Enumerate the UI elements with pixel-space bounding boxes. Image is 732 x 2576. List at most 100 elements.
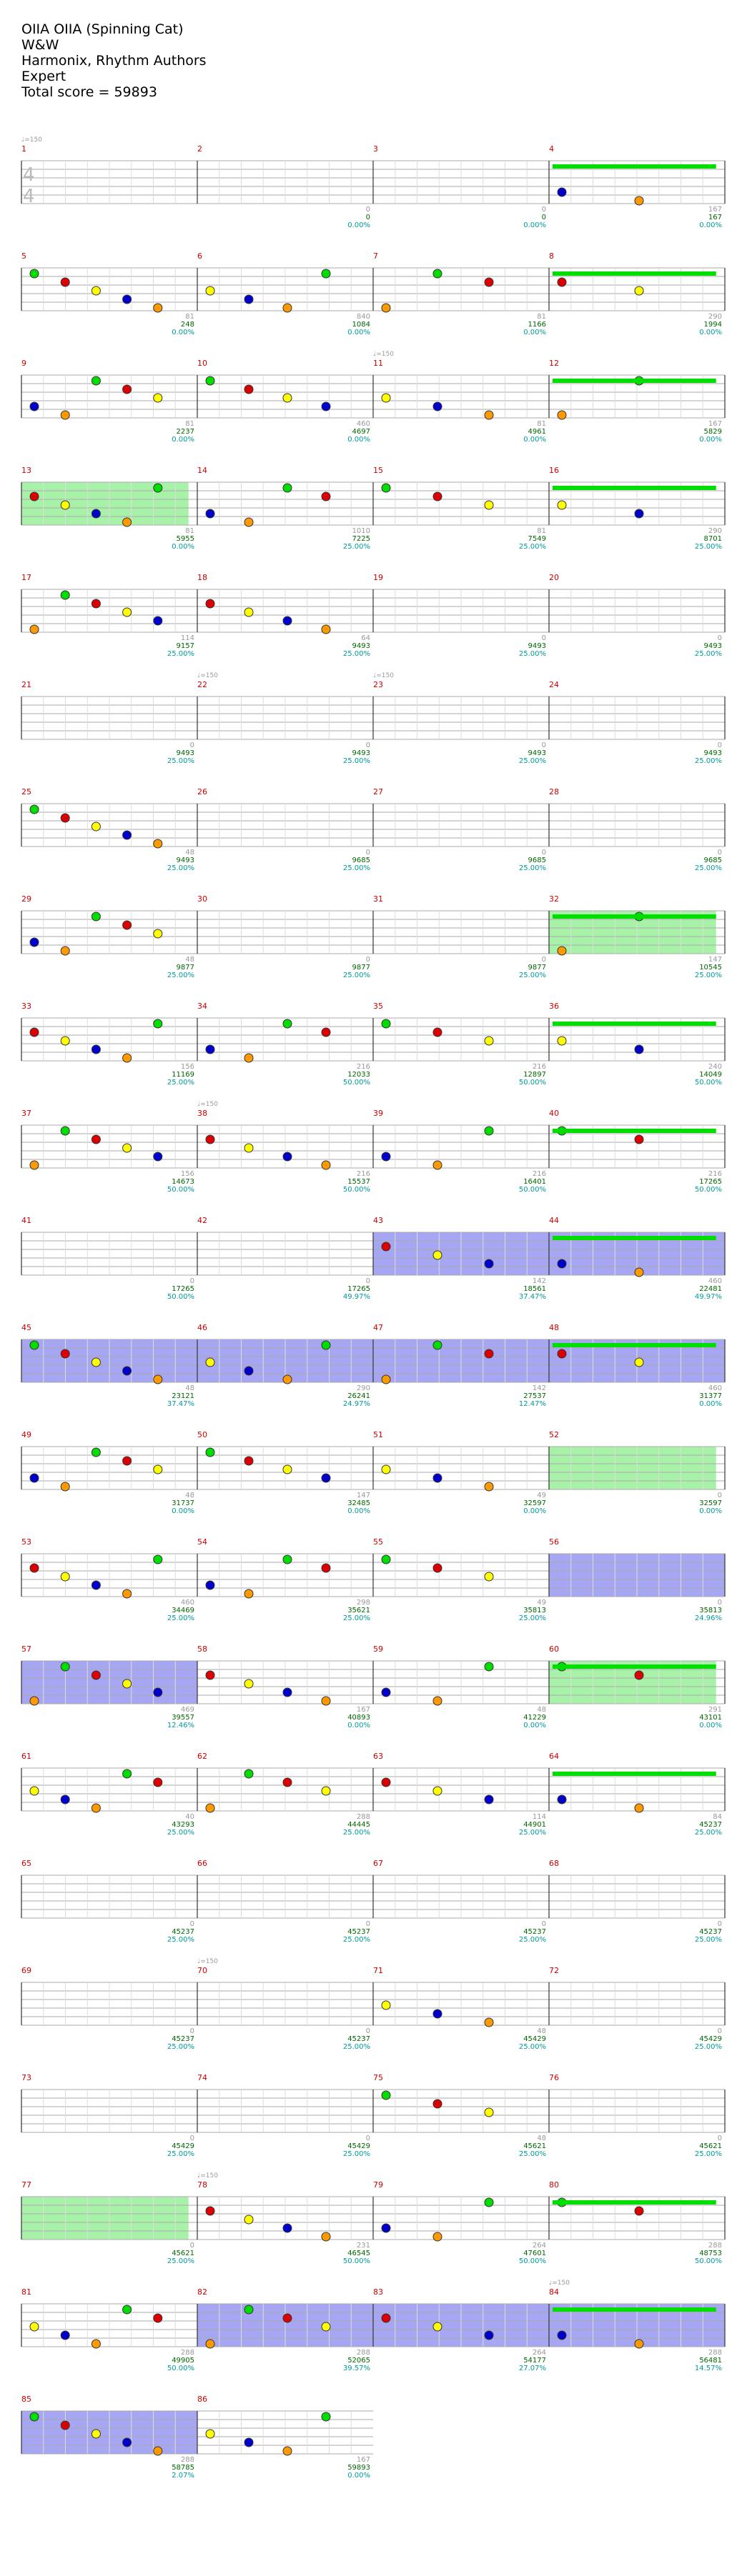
note-gem xyxy=(60,2420,70,2430)
measure-score: 9493 xyxy=(177,749,194,757)
measure-number: 63 xyxy=(373,1752,383,1761)
note-gem xyxy=(122,607,132,617)
note-gem xyxy=(381,483,391,493)
note-gem xyxy=(432,401,442,411)
measure-number: 43 xyxy=(373,1216,383,1225)
measure-percent: 25.00% xyxy=(343,2150,370,2158)
measure-percent: 25.00% xyxy=(343,2043,370,2051)
measure-score: 44445 xyxy=(347,1821,370,1829)
measure-score: 56481 xyxy=(699,2357,722,2365)
note-gem xyxy=(29,1786,39,1796)
measure-points: 0 xyxy=(718,634,722,642)
measure-points: 48 xyxy=(537,2135,546,2142)
note-gem xyxy=(29,1160,39,1170)
measure-number: 44 xyxy=(549,1216,559,1225)
measure-number: 24 xyxy=(549,680,559,689)
measure-number: 75 xyxy=(373,2073,383,2082)
measure-points: 167 xyxy=(357,2456,370,2464)
note-gem xyxy=(91,1134,101,1144)
measure-number: 52 xyxy=(549,1430,559,1439)
note-gem xyxy=(29,1340,39,1350)
measure-number: 36 xyxy=(549,1002,559,1011)
measure-score: 7225 xyxy=(352,535,370,543)
measure-score: 10545 xyxy=(699,964,722,972)
measure-number: 28 xyxy=(549,787,559,797)
note-gem xyxy=(205,509,215,519)
note-gem xyxy=(432,2232,442,2242)
measure-score: 41229 xyxy=(523,1714,546,1722)
measure-percent: 25.00% xyxy=(167,757,194,765)
note-gem xyxy=(557,277,567,287)
note-gem xyxy=(484,2107,494,2117)
note-gem xyxy=(381,303,391,313)
note-gem xyxy=(60,2330,70,2340)
measure-score: 4961 xyxy=(528,428,546,436)
measure-points: 0 xyxy=(542,1920,546,1928)
note-gem xyxy=(282,1464,292,1474)
note-gem xyxy=(244,517,254,527)
measure-points: 0 xyxy=(718,742,722,749)
measure-number: 81 xyxy=(21,2287,31,2297)
measure-score: 45237 xyxy=(347,2035,370,2043)
measure-points: 288 xyxy=(181,2349,194,2357)
measure-score: 5955 xyxy=(177,535,194,543)
measure-percent: 25.00% xyxy=(695,2150,722,2158)
measure-percent: 37.47% xyxy=(167,1400,194,1408)
measure-points: 0 xyxy=(190,2027,194,2035)
measure-percent: 25.00% xyxy=(695,864,722,872)
note-gem xyxy=(282,1687,292,1697)
measure-score: 9493 xyxy=(704,749,722,757)
tempo-marker: ♩=150 xyxy=(373,672,394,679)
note-gem xyxy=(432,1696,442,1706)
measure-points: 0 xyxy=(190,742,194,749)
note-gem xyxy=(321,269,331,279)
note-gem xyxy=(122,1366,132,1376)
note-gem xyxy=(321,2322,331,2332)
measure-points: 0 xyxy=(366,742,370,749)
note-gem xyxy=(557,410,567,420)
measure-points: 840 xyxy=(357,313,370,321)
measure-percent: 25.00% xyxy=(343,1936,370,1944)
measure-number: 40 xyxy=(549,1109,559,1118)
measure-score: 18561 xyxy=(523,1285,546,1293)
measure-score: 12033 xyxy=(347,1071,370,1079)
measure-number: 16 xyxy=(549,466,559,475)
measure-number: 65 xyxy=(21,1859,31,1868)
measure-points: 0 xyxy=(190,1920,194,1928)
measure-score: 9877 xyxy=(528,964,546,972)
note-gem xyxy=(244,2437,254,2447)
song-header: OIIA OIIA (Spinning Cat) W&W Harmonix, R… xyxy=(21,21,207,100)
note-gem xyxy=(282,303,292,313)
note-gem xyxy=(484,410,494,420)
note-gem xyxy=(432,1160,442,1170)
note-gem xyxy=(484,1349,494,1359)
note-gem xyxy=(244,384,254,394)
note-gem xyxy=(244,1679,254,1689)
note-gem xyxy=(205,1357,215,1367)
tempo-marker: ♩=150 xyxy=(373,351,394,358)
measure-percent: 50.00% xyxy=(167,2365,194,2372)
note-gem xyxy=(244,2305,254,2315)
measure-score: 46545 xyxy=(347,2250,370,2257)
measure-points: 0 xyxy=(190,2242,194,2250)
note-gem xyxy=(634,509,644,519)
note-gem xyxy=(29,491,39,501)
measure-score: 34469 xyxy=(172,1607,194,1614)
measure-score: 40893 xyxy=(347,1714,370,1722)
measure-number: 31 xyxy=(373,894,383,904)
note-gem xyxy=(282,2446,292,2456)
measure-percent: 12.46% xyxy=(167,1722,194,1729)
measure-percent: 25.00% xyxy=(343,543,370,551)
note-gem xyxy=(557,2330,567,2340)
note-gem xyxy=(122,1053,132,1063)
note-gem xyxy=(432,2322,442,2332)
measure-points: 290 xyxy=(357,1384,370,1392)
note-gem xyxy=(634,196,644,206)
measure-points: 469 xyxy=(181,1706,194,1714)
measure-percent: 49.97% xyxy=(695,1293,722,1301)
measure-number: 46 xyxy=(197,1323,207,1332)
measure-number: 4 xyxy=(549,144,554,154)
measure-score: 45237 xyxy=(699,1928,722,1936)
note-gem xyxy=(484,2017,494,2027)
note-gem xyxy=(91,822,101,832)
